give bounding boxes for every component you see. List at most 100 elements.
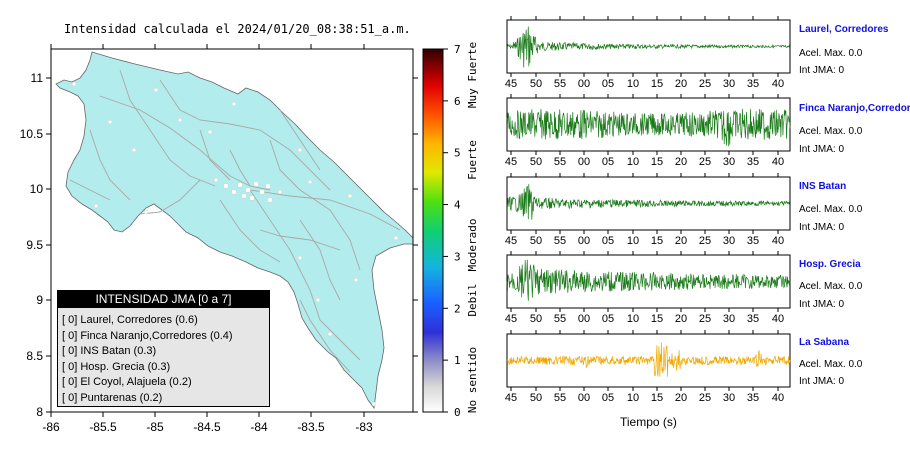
waveform-x-tick-label: 25 [699,78,711,90]
waveform-x-tick-label: 00 [578,313,590,325]
station-jma: Int JMA: 0 [799,65,845,76]
waveform-x-tick-label: 20 [675,78,687,90]
legend-item: [ 0] Finca Naranjo,Corredores (0.4) [62,329,233,342]
colorbar-tick-label: 7 [454,43,461,56]
colorbar-tick-label: 2 [454,302,461,315]
colorbar-ticks: 7 6 5 4 3 2 1 0 [443,43,461,419]
waveform-x-tick-label: 20 [675,235,687,247]
map-y-axis: 11 10.5 10 9.5 9 8.5 8 [20,71,418,419]
waveform-x-tick-label: 00 [578,156,590,168]
waveform-x-tick-label: 30 [723,392,735,404]
colorbar-category-label: Muy Fuerte [466,42,479,108]
waveform-x-tick-label: 15 [651,313,663,325]
waveform-x-tick-label: 50 [530,156,542,168]
waveform-x-tick-label: 05 [602,313,614,325]
station-jma: Int JMA: 0 [799,222,845,233]
map-y-tick-label: 8 [36,405,43,419]
waveform-x-tick-label: 20 [675,313,687,325]
colorbar-tick-label: 6 [454,95,461,108]
waveform-x-tick-label: 35 [747,392,759,404]
waveform-x-tick-label: 05 [602,235,614,247]
station-acel: Acel. Max. 0.0 [799,48,863,59]
legend-item: [ 0] INS Batan (0.3) [62,345,157,357]
map-x-axis: -86 -85.5 -85 -84.5 -84 -83.5 -83 [42,44,373,434]
legend-item: [ 0] Laurel, Corredores (0.6) [62,314,198,326]
colorbar-tick-label: 5 [454,147,461,160]
waveform-frame [506,254,791,309]
colorbar-category-label: Moderado [466,219,479,272]
colorbar-category-label: Fuerte [466,140,479,180]
legend-list: [ 0] Laurel, Corredores (0.6) [ 0] Finca… [62,313,233,406]
waveform-x-tick-label: 10 [627,156,639,168]
waveform-x-tick-label: 35 [747,156,759,168]
waveform-x-tick-label: 45 [505,313,517,325]
map-y-tick-label: 10.5 [20,127,44,141]
station-jma: Int JMA: 0 [799,144,845,155]
colorbar-gradient [422,48,444,413]
waveform-x-tick-label: 40 [772,313,784,325]
station-acel: Acel. Max. 0.0 [799,281,863,292]
waveform-x-tick-label: 20 [675,392,687,404]
waveform-x-tick-label: 15 [651,392,663,404]
waveform-x-tick-label: 35 [747,78,759,90]
waveform-x-tick-label: 40 [772,78,784,90]
waveform-x-tick-label: 40 [772,392,784,404]
waveform-x-tick-label: 20 [675,156,687,168]
map-x-tick-label: -85.5 [89,420,117,434]
land-area [55,51,413,410]
station-acel: Acel. Max. 0.0 [799,204,863,215]
legend-item: [ 0] Puntarenas (0.2) [62,391,163,404]
waveform-x-tick-label: 00 [578,392,590,404]
map-x-tick-label: -84 [250,420,268,434]
waveform-x-tick-label: 25 [699,235,711,247]
waveform-x-tick-label: 00 [578,78,590,90]
station-name: Hosp. Grecia [799,259,861,270]
map-x-tick-label: -86 [42,420,60,434]
waveform-x-tick-label: 55 [554,235,566,247]
colorbar-labels: Muy Fuerte Fuerte Moderado Debil No sentido [466,42,479,413]
waveform-trace [506,259,791,301]
map-y-tick-label: 11 [31,71,44,85]
station-acel: Acel. Max. 0.0 [799,126,863,137]
waveform-x-tick-label: 10 [627,313,639,325]
time-axis-label: Tiempo (s) [620,415,677,429]
map-x-tick-label: -83 [355,420,373,434]
waveform-x-tick-label: 45 [505,156,517,168]
waveform-x-tick-label: 15 [651,78,663,90]
waveform-x-tick-label: 35 [747,235,759,247]
station-name: INS Batan [799,181,847,192]
legend-header: INTENSIDAD JMA [0 a 7] [57,290,270,308]
station-name: Finca Naranjo,Corredores [799,103,910,114]
waveform-x-tick-label: 40 [772,156,784,168]
waveform-x-tick-label: 05 [602,156,614,168]
waveform-x-tick-label: 45 [505,78,517,90]
waveform-x-tick-label: 25 [699,156,711,168]
legend-item: [ 0] El Coyol, Alajuela (0.2) [62,376,192,388]
waveform-trace [506,26,791,68]
waveform-x-tick-label: 50 [530,78,542,90]
waveform-x-tick-label: 10 [627,78,639,90]
waveform-x-tick-label: 55 [554,313,566,325]
legend-item: [ 0] Hosp. Grecia (0.3) [62,360,171,373]
waveform-x-tick-label: 45 [505,392,517,404]
station-name: Laurel, Corredores [799,24,889,35]
waveform-x-tick-label: 50 [530,392,542,404]
map-x-tick-label: -85 [146,420,164,434]
waveform-x-tick-label: 30 [723,313,735,325]
map-x-tick-label: -84.5 [193,420,221,434]
waveform-x-tick-label: 55 [554,78,566,90]
station-acel: Acel. Max. 0.0 [799,359,863,370]
colorbar-category-label: Debil [466,283,479,316]
map-y-tick-label: 9.5 [26,238,43,252]
legend-box [57,290,270,407]
station-jma: Int JMA: 0 [799,299,845,310]
waveform-trace [506,108,791,147]
map-y-tick-label: 10 [30,182,44,196]
waveform-x-tick-label: 00 [578,235,590,247]
waveform-x-tick-label: 45 [505,235,517,247]
waveform-x-tick-label: 05 [602,78,614,90]
station-name: La Sabana [799,337,850,348]
